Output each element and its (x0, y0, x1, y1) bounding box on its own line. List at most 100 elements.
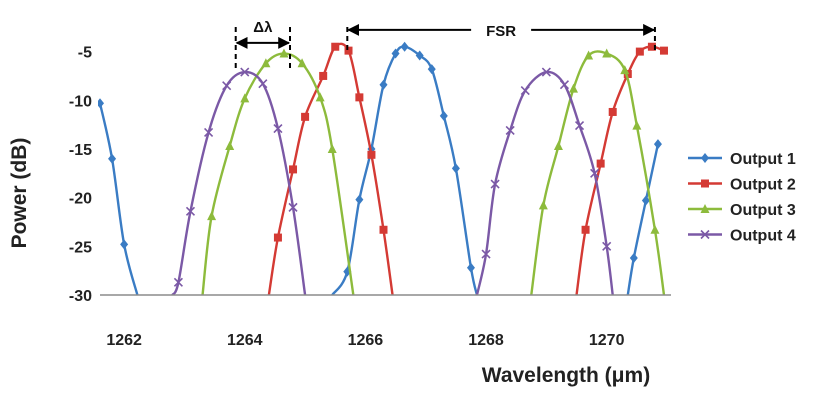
annotation-label: FSR (486, 23, 516, 40)
data-point (553, 141, 563, 151)
x-axis-ticks: 1262 1264 1266 1268 1270 (106, 332, 624, 349)
data-point (240, 93, 250, 103)
data-point (207, 211, 217, 221)
x-tick-label: 1266 (348, 332, 384, 349)
data-point (569, 83, 579, 93)
data-point (261, 58, 271, 68)
data-point (602, 241, 612, 251)
data-point (596, 159, 605, 168)
data-point (108, 153, 117, 164)
legend-label: Output 2 (730, 177, 796, 194)
data-point (427, 64, 436, 75)
data-point (584, 50, 594, 60)
annotation-label: Δλ (253, 19, 273, 36)
data-point (650, 224, 660, 234)
y-axis-ticks: -5 -10 -15 -20 -25 -30 (69, 45, 92, 305)
data-point (120, 239, 129, 250)
legend-label: Output 3 (730, 202, 796, 219)
data-point (505, 125, 515, 136)
data-point (451, 163, 460, 174)
data-point (659, 46, 668, 55)
data-point (273, 123, 283, 134)
series-line (98, 102, 139, 295)
data-point (559, 80, 570, 90)
y-tick-label: -20 (69, 191, 92, 208)
series-line (475, 70, 614, 295)
data-point (415, 50, 424, 61)
data-point (490, 179, 500, 189)
legend-label: Output 4 (730, 228, 796, 245)
x-tick-label: 1268 (468, 332, 504, 349)
y-tick-label: -10 (69, 93, 92, 110)
data-point (355, 93, 364, 102)
data-point (466, 262, 475, 273)
data-point (367, 150, 376, 159)
data-point (653, 139, 662, 150)
series-output-3 (201, 48, 666, 295)
y-tick-label: -25 (69, 239, 92, 256)
data-point (319, 71, 328, 80)
annotation-fsr: FSR (346, 23, 656, 52)
annotation-layer: Δλ FSR (234, 19, 656, 73)
data-point (327, 143, 337, 153)
legend-marker (701, 179, 709, 188)
series-line (575, 45, 665, 295)
data-point (379, 225, 388, 234)
x-tick-label: 1262 (106, 332, 142, 349)
data-point (331, 42, 340, 51)
data-point (185, 206, 196, 216)
data-point (301, 112, 310, 121)
data-point (481, 249, 491, 259)
data-point (608, 107, 617, 116)
data-point (173, 277, 183, 287)
y-tick-label: -30 (69, 288, 92, 305)
data-point (632, 120, 642, 130)
data-point (204, 127, 214, 137)
data-point (538, 200, 548, 210)
series-line (171, 70, 307, 295)
legend-marker (701, 153, 709, 163)
data-point (289, 165, 298, 174)
series-layer (98, 41, 668, 295)
y-tick-label: -15 (69, 142, 92, 159)
legend-item-output-1: Output 1 (688, 151, 796, 168)
legend-marker (700, 229, 710, 240)
data-point (355, 194, 364, 205)
y-tick-label: -5 (78, 45, 92, 62)
data-point (574, 121, 585, 131)
x-axis-title: Wavelength (μm) (482, 364, 650, 387)
series-line (626, 143, 660, 295)
data-point (279, 48, 289, 58)
annotation-delta-lambda: Δλ (234, 19, 292, 73)
data-point (297, 58, 307, 68)
data-point (647, 42, 656, 51)
data-point (541, 67, 551, 77)
data-point (581, 225, 590, 234)
legend-item-output-4: Output 4 (688, 228, 796, 245)
data-point (222, 81, 232, 91)
x-tick-label: 1270 (589, 332, 625, 349)
data-point (590, 168, 600, 178)
data-point (400, 41, 409, 52)
x-tick-label: 1264 (227, 332, 263, 349)
series-line (530, 50, 666, 295)
data-point (439, 110, 448, 121)
data-point (344, 46, 353, 55)
data-point (520, 85, 530, 96)
data-point (288, 202, 298, 212)
data-point (391, 48, 400, 59)
series-output-4 (171, 67, 614, 295)
data-point (225, 141, 235, 151)
plot-area: Δλ FSR (98, 19, 671, 296)
data-point (273, 233, 282, 242)
data-point (240, 67, 250, 77)
legend-marker (700, 204, 710, 213)
legend-item-output-2: Output 2 (688, 177, 796, 194)
data-point (315, 92, 325, 102)
data-point (629, 253, 638, 264)
data-point (258, 79, 268, 89)
data-point (98, 98, 104, 109)
series-output-2 (267, 42, 668, 295)
legend-label: Output 1 (730, 151, 796, 168)
data-point (602, 48, 612, 58)
